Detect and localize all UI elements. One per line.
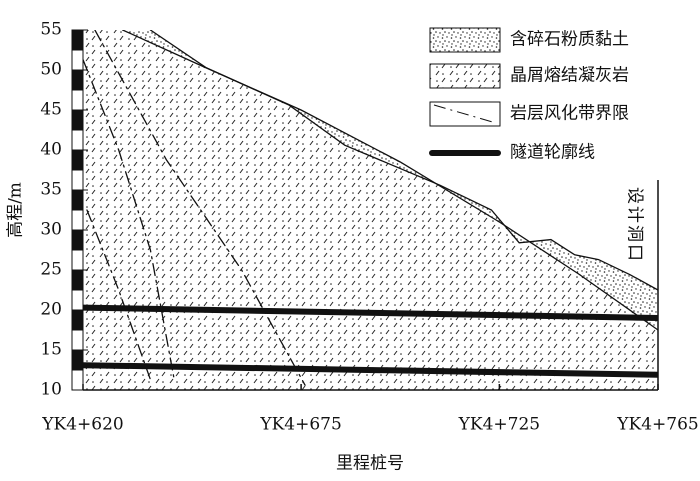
- x-tick-label: YK4+620: [41, 415, 123, 435]
- y-tick-label: 10: [40, 380, 62, 400]
- scale-strip: [71, 329, 84, 351]
- scale-strip: [71, 289, 84, 311]
- y-tick-label: 55: [40, 20, 62, 40]
- legend-label: 隧道轮廓线: [510, 143, 595, 163]
- y-tick-label: 50: [40, 60, 62, 80]
- y-tick-label: 15: [40, 340, 62, 360]
- boundary-line: [94, 30, 306, 386]
- scale-strip: [71, 129, 84, 151]
- y-tick-label: 40: [40, 140, 62, 160]
- y-tick-label: 25: [40, 260, 62, 280]
- legend-label: 含碎石粉质黏土: [510, 30, 629, 50]
- legend-swatch: [429, 27, 501, 53]
- x-tick-label: YK4+765: [616, 415, 698, 435]
- scale-strip: [71, 229, 84, 251]
- x-tick-label: YK4+725: [458, 415, 540, 435]
- scale-strip: [71, 49, 84, 71]
- scale-strip: [71, 189, 84, 211]
- y-tick-label: 35: [40, 180, 62, 200]
- y-tick-label: 20: [40, 300, 62, 320]
- legend-label: 岩层风化带界限: [510, 104, 629, 124]
- y-tick-label: 30: [40, 220, 62, 240]
- scale-strip: [71, 269, 84, 291]
- scale-strip: [71, 149, 84, 171]
- boundary-line: [122, 30, 658, 331]
- scale-strip: [71, 69, 84, 91]
- legend-label: 晶屑熔结凝灰岩: [510, 66, 629, 86]
- scale-strip: [71, 349, 84, 371]
- boundary-line: [83, 58, 175, 381]
- scale-strip: [71, 249, 84, 271]
- scale-strip: [71, 309, 84, 331]
- annotation: 设计洞口: [625, 187, 645, 263]
- tuff-area: [83, 30, 658, 390]
- scale-strip: [71, 169, 84, 191]
- x-axis-title: 里程桩号: [336, 454, 404, 474]
- y-tick-label: 45: [40, 100, 62, 120]
- scale-strip: [71, 89, 84, 111]
- scale-strip: [71, 29, 84, 51]
- boundary-line: [86, 209, 152, 381]
- scale-strip: [71, 209, 84, 231]
- y-axis-title: 高程/m: [6, 182, 26, 238]
- scale-strip: [71, 369, 84, 391]
- legend-line: [433, 104, 497, 124]
- scale-strip: [71, 109, 84, 131]
- x-tick-label: YK4+675: [259, 415, 341, 435]
- boundary-line: [83, 304, 658, 321]
- legend-swatch: [429, 63, 501, 89]
- boundary-line: [83, 362, 658, 378]
